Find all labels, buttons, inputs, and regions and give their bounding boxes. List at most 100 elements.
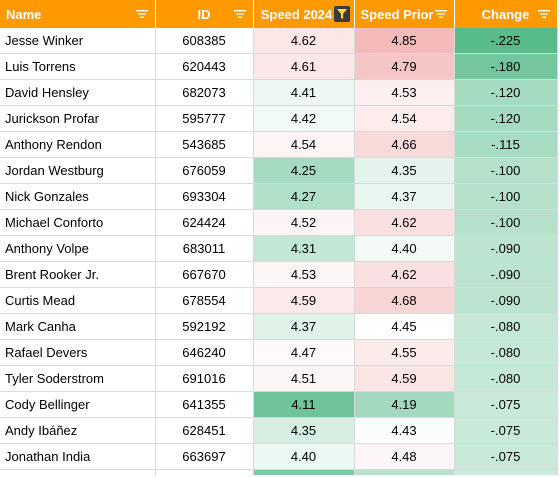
cell-id[interactable]: 595777 xyxy=(155,105,254,132)
cell-speed-prior[interactable]: 4.53 xyxy=(354,79,455,106)
cell-speed-2024[interactable]: 4.40 xyxy=(253,443,355,470)
cell-speed-2024[interactable]: 4.42 xyxy=(253,105,355,132)
cell-speed-prior[interactable]: 4.62 xyxy=(354,209,455,236)
column-header-name[interactable]: Name xyxy=(0,0,156,28)
cell-id[interactable]: 646240 xyxy=(155,339,254,366)
filter-active-funnel-icon[interactable] xyxy=(333,6,350,22)
cell-name[interactable]: Nick Gonzales xyxy=(0,183,156,210)
cell-speed-2024[interactable]: 4.11 xyxy=(253,391,355,418)
cell-name[interactable]: Luis Torrens xyxy=(0,53,156,80)
cell-change[interactable]: -.120 xyxy=(454,79,558,106)
column-header-change[interactable]: Change xyxy=(454,0,558,28)
cell-change[interactable]: -.075 xyxy=(454,443,558,470)
cell-change[interactable]: -.075 xyxy=(454,417,558,444)
cell-empty[interactable] xyxy=(0,469,156,475)
column-header-speed-2024[interactable]: Speed 2024 xyxy=(253,0,355,28)
cell-id[interactable]: 663697 xyxy=(155,443,254,470)
cell-name[interactable]: Jurickson Profar xyxy=(0,105,156,132)
cell-change[interactable]: -.120 xyxy=(454,105,558,132)
cell-id[interactable]: 682073 xyxy=(155,79,254,106)
cell-empty[interactable] xyxy=(454,469,558,475)
cell-speed-prior[interactable]: 4.35 xyxy=(354,157,455,184)
cell-speed-prior[interactable]: 4.37 xyxy=(354,183,455,210)
filter-lines-icon[interactable] xyxy=(434,7,448,21)
cell-change[interactable]: -.080 xyxy=(454,313,558,340)
cell-speed-prior[interactable]: 4.48 xyxy=(354,443,455,470)
cell-name[interactable]: Tyler Soderstrom xyxy=(0,365,156,392)
cell-name[interactable]: Mark Canha xyxy=(0,313,156,340)
cell-speed-prior[interactable]: 4.62 xyxy=(354,261,455,288)
cell-speed-prior[interactable]: 4.68 xyxy=(354,287,455,314)
cell-id[interactable]: 676059 xyxy=(155,157,254,184)
column-header-id[interactable]: ID xyxy=(155,0,254,28)
cell-speed-prior[interactable]: 4.79 xyxy=(354,53,455,80)
cell-speed-prior[interactable]: 4.45 xyxy=(354,313,455,340)
cell-speed-2024[interactable]: 4.61 xyxy=(253,53,355,80)
cell-empty[interactable] xyxy=(354,469,455,475)
cell-id[interactable]: 683011 xyxy=(155,235,254,262)
cell-name[interactable]: Michael Conforto xyxy=(0,209,156,236)
cell-id[interactable]: 641355 xyxy=(155,391,254,418)
cell-empty[interactable] xyxy=(155,469,254,475)
cell-name[interactable]: Cody Bellinger xyxy=(0,391,156,418)
cell-speed-prior[interactable]: 4.66 xyxy=(354,131,455,158)
cell-speed-2024[interactable]: 4.41 xyxy=(253,79,355,106)
cell-speed-2024[interactable]: 4.25 xyxy=(253,157,355,184)
cell-speed-2024[interactable]: 4.52 xyxy=(253,209,355,236)
cell-speed-2024[interactable]: 4.59 xyxy=(253,287,355,314)
cell-id[interactable]: 592192 xyxy=(155,313,254,340)
cell-name[interactable]: Jordan Westburg xyxy=(0,157,156,184)
cell-change[interactable]: -.090 xyxy=(454,235,558,262)
cell-change[interactable]: -.075 xyxy=(454,391,558,418)
cell-id[interactable]: 628451 xyxy=(155,417,254,444)
column-header-speed-prior[interactable]: Speed Prior xyxy=(354,0,455,28)
cell-speed-2024[interactable]: 4.54 xyxy=(253,131,355,158)
cell-name[interactable]: Jonathan India xyxy=(0,443,156,470)
cell-change[interactable]: -.225 xyxy=(454,28,558,54)
cell-change[interactable]: -.080 xyxy=(454,365,558,392)
cell-speed-2024[interactable]: 4.27 xyxy=(253,183,355,210)
cell-name[interactable]: Andy Ibáñez xyxy=(0,417,156,444)
cell-speed-2024[interactable]: 4.37 xyxy=(253,313,355,340)
cell-name[interactable]: Anthony Volpe xyxy=(0,235,156,262)
cell-speed-prior[interactable]: 4.59 xyxy=(354,365,455,392)
cell-speed-prior[interactable]: 4.40 xyxy=(354,235,455,262)
cell-speed-prior[interactable]: 4.55 xyxy=(354,339,455,366)
cell-change[interactable]: -.090 xyxy=(454,261,558,288)
cell-speed-2024[interactable]: 4.51 xyxy=(253,365,355,392)
cell-name[interactable]: Jesse Winker xyxy=(0,28,156,54)
cell-id[interactable]: 608385 xyxy=(155,28,254,54)
cell-speed-2024[interactable]: 4.31 xyxy=(253,235,355,262)
cell-speed-prior[interactable]: 4.43 xyxy=(354,417,455,444)
cell-speed-prior[interactable]: 4.54 xyxy=(354,105,455,132)
cell-id[interactable]: 693304 xyxy=(155,183,254,210)
cell-change[interactable]: -.100 xyxy=(454,209,558,236)
filter-lines-icon[interactable] xyxy=(537,7,551,21)
cell-change[interactable]: -.100 xyxy=(454,157,558,184)
cell-name[interactable]: Anthony Rendon xyxy=(0,131,156,158)
cell-id[interactable]: 678554 xyxy=(155,287,254,314)
cell-speed-2024[interactable]: 4.62 xyxy=(253,28,355,54)
cell-name[interactable]: Rafael Devers xyxy=(0,339,156,366)
cell-name[interactable]: David Hensley xyxy=(0,79,156,106)
cell-id[interactable]: 620443 xyxy=(155,53,254,80)
cell-change[interactable]: -.180 xyxy=(454,53,558,80)
cell-change[interactable]: -.080 xyxy=(454,339,558,366)
cell-speed-prior[interactable]: 4.85 xyxy=(354,28,455,54)
filter-lines-icon[interactable] xyxy=(135,7,149,21)
cell-name[interactable]: Curtis Mead xyxy=(0,287,156,314)
cell-speed-prior[interactable]: 4.19 xyxy=(354,391,455,418)
cell-change[interactable]: -.100 xyxy=(454,183,558,210)
filter-lines-icon[interactable] xyxy=(233,7,247,21)
cell-change[interactable]: -.090 xyxy=(454,287,558,314)
cell-empty[interactable] xyxy=(253,469,355,475)
cell-id[interactable]: 543685 xyxy=(155,131,254,158)
cell-name[interactable]: Brent Rooker Jr. xyxy=(0,261,156,288)
cell-speed-2024[interactable]: 4.35 xyxy=(253,417,355,444)
cell-id[interactable]: 691016 xyxy=(155,365,254,392)
cell-change[interactable]: -.115 xyxy=(454,131,558,158)
cell-speed-2024[interactable]: 4.47 xyxy=(253,339,355,366)
cell-id[interactable]: 667670 xyxy=(155,261,254,288)
cell-id[interactable]: 624424 xyxy=(155,209,254,236)
cell-speed-2024[interactable]: 4.53 xyxy=(253,261,355,288)
